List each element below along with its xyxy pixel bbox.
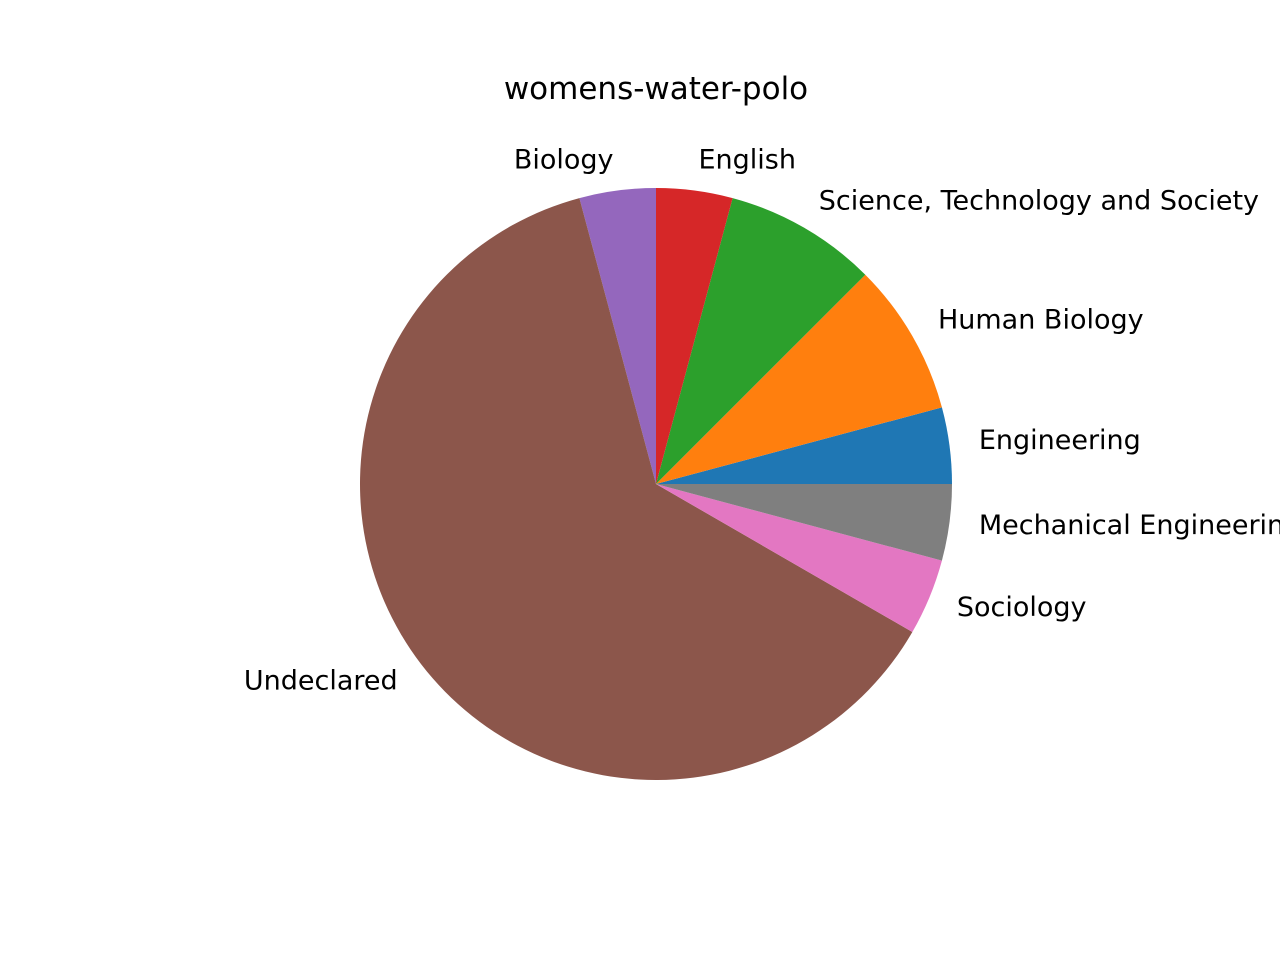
pie-slice-english (656, 188, 733, 484)
pie-label-science-technology-and-society: Science, Technology and Society (819, 186, 1259, 217)
pie-label-engineering: Engineering (979, 425, 1141, 456)
pie-label-mechanical-engineering: Mechanical Engineering (979, 510, 1280, 541)
pie-label-human-biology: Human Biology (938, 305, 1144, 336)
pie-slice-engineering (656, 407, 952, 484)
pie-slice-undeclared (360, 198, 913, 781)
pie-label-english: English (698, 145, 796, 176)
pie-slice-science-technology-and-society (656, 198, 866, 485)
pie-label-biology: Biology (514, 145, 614, 176)
pie-slice-sociology (656, 484, 942, 632)
pie-slices (360, 188, 952, 781)
pie-slice-human-biology (656, 274, 942, 484)
pie-slice-mechanical-engineering (656, 484, 952, 561)
chart-title: womens-water-polo (504, 71, 808, 107)
pie-slice-biology (579, 188, 656, 484)
pie-label-sociology: Sociology (957, 592, 1087, 623)
pie-labels: Engineering Human Biology Science, Technol… (244, 145, 1280, 697)
pie-label-undeclared: Undeclared (244, 666, 398, 697)
